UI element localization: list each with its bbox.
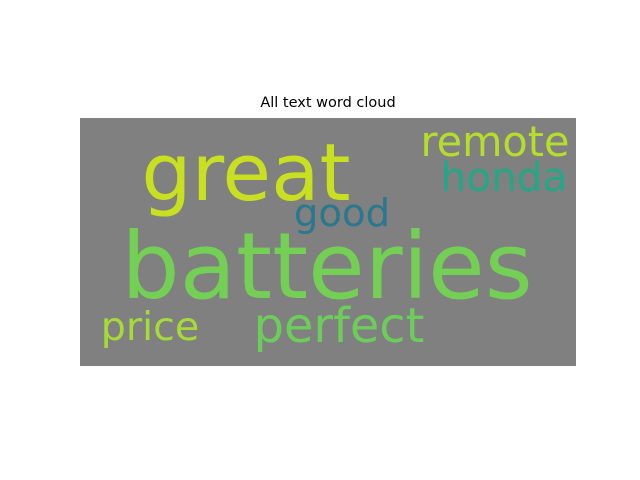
word-remote: remote (421, 118, 570, 166)
word-price: price (101, 304, 200, 350)
word-cloud-background (80, 118, 576, 366)
word-great: great (141, 127, 350, 219)
word-batteries: batteries (121, 213, 532, 320)
word-good: good (294, 191, 390, 236)
word-perfect: perfect (254, 299, 425, 354)
word-honda: honda (441, 153, 568, 201)
word-cloud: batteries great perfect remote honda price goo… (80, 118, 576, 366)
chart-title: All text word cloud (260, 95, 396, 111)
